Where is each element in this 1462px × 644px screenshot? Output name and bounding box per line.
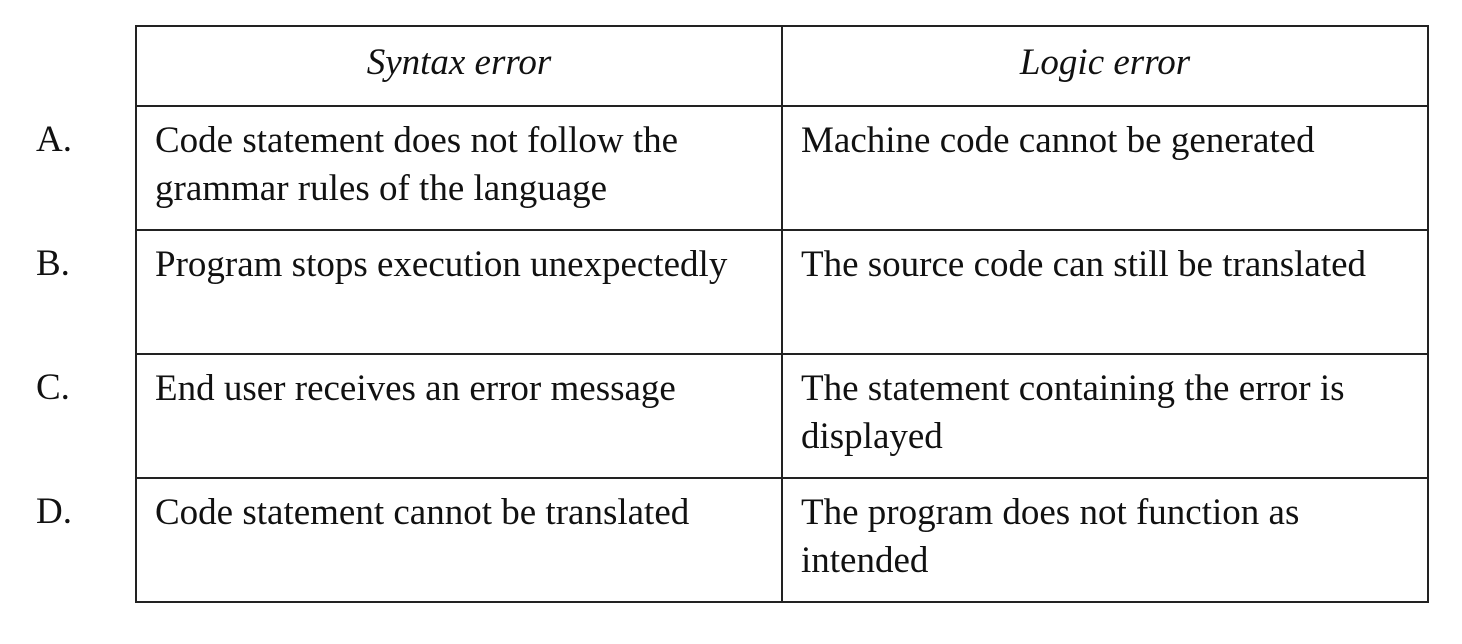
table-row: Code statement cannot be translated The … bbox=[135, 477, 1429, 603]
option-d-syntax-cell: Code statement cannot be translated bbox=[135, 477, 783, 603]
answer-options-table: Syntax error Logic error Code statement … bbox=[135, 25, 1429, 603]
option-b-syntax-cell: Program stops execution unexpectedly bbox=[135, 229, 783, 355]
option-c-syntax-cell: End user receives an error message bbox=[135, 353, 783, 479]
header-logic-error: Logic error bbox=[781, 25, 1429, 107]
table-row: Program stops execution unexpectedly The… bbox=[135, 229, 1429, 355]
option-a-syntax-cell: Code statement does not follow the gramm… bbox=[135, 105, 783, 231]
option-a-logic-cell: Machine code cannot be generated bbox=[781, 105, 1429, 231]
option-c-logic-cell: The statement containing the error is di… bbox=[781, 353, 1429, 479]
option-letter-a: A. bbox=[36, 119, 72, 160]
option-letter-c: C. bbox=[36, 367, 70, 408]
table-row: End user receives an error message The s… bbox=[135, 353, 1429, 479]
header-row: Syntax error Logic error bbox=[135, 25, 1429, 107]
table-row: Code statement does not follow the gramm… bbox=[135, 105, 1429, 231]
header-syntax-error: Syntax error bbox=[135, 25, 783, 107]
option-letter-d: D. bbox=[36, 491, 72, 532]
option-d-logic-cell: The program does not function as intende… bbox=[781, 477, 1429, 603]
option-b-logic-cell: The source code can still be translated bbox=[781, 229, 1429, 355]
option-letter-b: B. bbox=[36, 243, 70, 284]
